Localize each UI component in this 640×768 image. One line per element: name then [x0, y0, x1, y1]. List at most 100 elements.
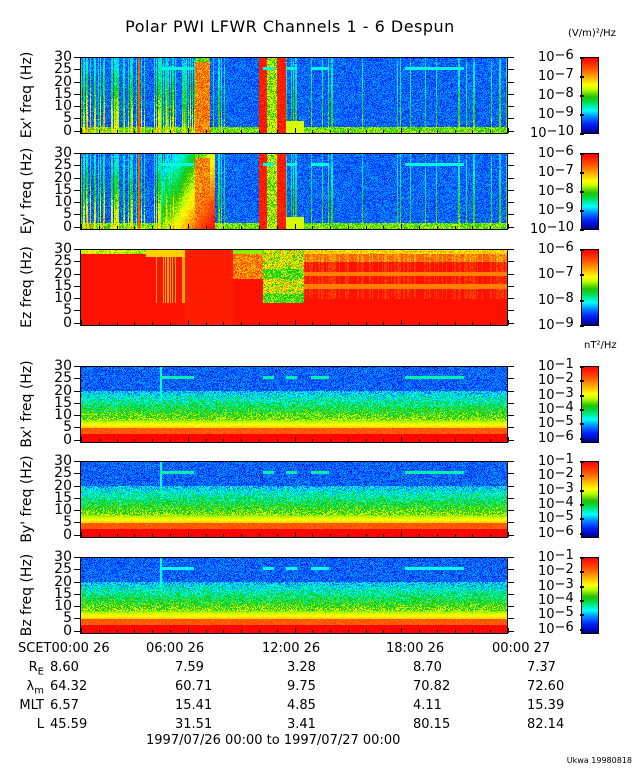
- y-tick-label: 15: [54, 181, 72, 198]
- colorbar-tick-label: 10−5: [538, 605, 574, 623]
- ephemeris-value: 4.11: [413, 698, 442, 713]
- y-tick-mark: [74, 165, 80, 167]
- y-tick-mark: [74, 569, 80, 571]
- y-tick-label: 10: [54, 290, 72, 307]
- x-tick-mark: [205, 439, 207, 442]
- y-tick-mark: [74, 273, 80, 275]
- colorbar-exponent: −6: [554, 240, 574, 255]
- y-tick-label: 15: [54, 585, 72, 602]
- x-tick-mark: [312, 534, 314, 537]
- x-tick-mark: [472, 630, 474, 633]
- y-tick-mark: [74, 298, 80, 300]
- x-tick-mark: [134, 534, 136, 537]
- y-tick-mark: [74, 310, 80, 312]
- x-tick-mark: [276, 630, 278, 633]
- y-tick-mark: [508, 390, 514, 392]
- y-tick-label: 5: [63, 206, 72, 223]
- y-tick-mark: [74, 497, 80, 499]
- ephemeris-value: 60.71: [175, 679, 213, 694]
- x-tick-mark: [98, 534, 100, 537]
- y-tick-mark: [508, 153, 514, 154]
- y-tick-mark: [74, 285, 80, 287]
- x-tick-mark: [330, 534, 332, 537]
- colorbar-tick-label: 10−7: [538, 265, 574, 283]
- spectrogram-panel: [81, 153, 508, 229]
- colorbar-tick-label: 10−8: [538, 290, 574, 308]
- colorbar-exponent: −9: [554, 201, 574, 216]
- y-tick-mark: [508, 57, 514, 58]
- ephemeris-label: L: [36, 717, 44, 732]
- y-tick-mark: [508, 81, 514, 83]
- ephemeris-value: 80.15: [413, 717, 451, 732]
- y-tick-mark: [508, 177, 514, 179]
- colorbar-tick: [580, 229, 584, 231]
- colorbar-tick-label: 10−1: [538, 452, 574, 469]
- colorbar-tick: [580, 366, 584, 368]
- x-tick-mark: [490, 534, 492, 537]
- x-tick-mark: [169, 322, 171, 325]
- colorbar-tick-label: 10−9: [538, 316, 574, 333]
- y-tick-label: 0: [63, 314, 72, 331]
- colorbar-unit: nT²/Hz: [584, 340, 617, 351]
- x-tick-mark: [419, 534, 421, 537]
- colorbar-tick: [580, 191, 584, 193]
- colorbar-tick-label: 10−7: [538, 67, 574, 84]
- x-tick-mark: [152, 130, 154, 133]
- y-tick-mark: [508, 165, 514, 167]
- y-tick-mark: [508, 485, 514, 487]
- x-tick-mark: [454, 439, 456, 442]
- y-tick-label: 30: [54, 549, 72, 565]
- ephemeris-value: 3.41: [287, 717, 316, 732]
- y-tick-label: 5: [63, 514, 72, 531]
- x-tick-mark: [347, 322, 349, 325]
- x-tick-mark: [205, 322, 207, 325]
- x-tick-mark: [490, 322, 492, 325]
- y-tick-mark: [508, 569, 514, 571]
- y-tick-label: 15: [54, 489, 72, 506]
- ephemeris-value: 15.41: [175, 698, 213, 713]
- y-tick-mark: [508, 534, 514, 536]
- colorbar: [581, 557, 599, 634]
- y-tick-label: 30: [54, 49, 72, 65]
- y-tick-mark: [508, 427, 514, 429]
- x-tick-mark: [116, 534, 118, 537]
- x-tick-mark: [241, 322, 243, 325]
- x-tick-mark: [116, 630, 118, 633]
- ephemeris-label-sub: m: [34, 685, 44, 697]
- colorbar-exponent: −5: [554, 605, 574, 621]
- colorbar-tick: [580, 518, 584, 521]
- colorbar-exponent: −10: [546, 124, 574, 139]
- x-tick-mark: [383, 439, 385, 442]
- x-tick-mark: [169, 439, 171, 442]
- y-tick-mark: [508, 93, 514, 95]
- y-tick-mark: [508, 593, 514, 595]
- y-tick-mark: [74, 618, 80, 620]
- colorbar-tick: [580, 437, 584, 440]
- colorbar-tick: [580, 249, 584, 251]
- y-tick-label: 30: [54, 358, 72, 374]
- x-tick-mark: [134, 439, 136, 442]
- colorbar-exponent: −6: [554, 48, 574, 63]
- x-tick-mark: [98, 226, 100, 229]
- x-tick-mark: [81, 628, 82, 633]
- x-tick-mark: [134, 130, 136, 133]
- x-tick-mark: [436, 534, 438, 537]
- y-tick-mark: [74, 153, 80, 154]
- colorbar-tick: [580, 614, 584, 617]
- x-tick-mark: [294, 128, 296, 133]
- x-tick-mark: [258, 534, 260, 537]
- x-tick-mark: [258, 130, 260, 133]
- colorbar-exponent: −4: [554, 400, 574, 416]
- x-tick-mark: [98, 439, 100, 442]
- x-tick-mark: [81, 224, 82, 229]
- x-tick-mark: [436, 630, 438, 633]
- x-tick-mark: [169, 534, 171, 537]
- colorbar-exponent: −2: [554, 371, 574, 387]
- y-tick-mark: [74, 606, 80, 608]
- y-tick-label: 25: [54, 253, 72, 270]
- x-tick-mark: [187, 437, 189, 442]
- y-tick-mark: [74, 261, 80, 263]
- x-tick-mark: [312, 226, 314, 229]
- x-tick-mark: [169, 630, 171, 633]
- colorbar-tick: [580, 394, 584, 397]
